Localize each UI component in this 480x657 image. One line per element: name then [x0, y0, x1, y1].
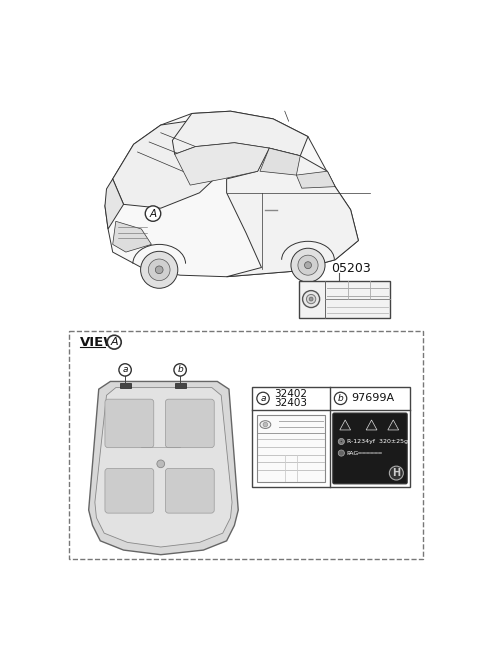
Polygon shape	[113, 119, 238, 208]
Polygon shape	[172, 111, 308, 156]
Text: VIEW: VIEW	[80, 336, 119, 349]
Circle shape	[156, 266, 163, 274]
FancyBboxPatch shape	[252, 387, 410, 487]
Circle shape	[291, 248, 325, 282]
Circle shape	[257, 392, 269, 405]
Text: R-1234yf  320±25g: R-1234yf 320±25g	[347, 439, 408, 444]
FancyBboxPatch shape	[166, 399, 214, 447]
Text: b: b	[177, 365, 183, 374]
Circle shape	[389, 466, 403, 480]
Circle shape	[304, 261, 312, 269]
Text: A: A	[110, 337, 118, 347]
FancyBboxPatch shape	[333, 413, 407, 484]
Polygon shape	[340, 420, 350, 430]
Text: a: a	[122, 365, 128, 374]
Ellipse shape	[260, 420, 271, 428]
Polygon shape	[95, 388, 232, 547]
FancyBboxPatch shape	[105, 468, 154, 513]
Circle shape	[174, 364, 186, 376]
Text: 32403: 32403	[274, 398, 307, 408]
Text: 05203: 05203	[331, 262, 371, 275]
Circle shape	[157, 460, 165, 468]
Polygon shape	[175, 143, 269, 185]
Text: a: a	[260, 394, 266, 403]
Circle shape	[107, 335, 121, 349]
Polygon shape	[296, 171, 335, 188]
Polygon shape	[105, 179, 123, 229]
Circle shape	[298, 255, 318, 275]
Circle shape	[335, 392, 347, 405]
Circle shape	[338, 450, 345, 456]
Circle shape	[141, 252, 178, 288]
Polygon shape	[113, 221, 152, 252]
Circle shape	[338, 438, 345, 445]
Circle shape	[148, 259, 170, 281]
Polygon shape	[388, 420, 399, 430]
FancyBboxPatch shape	[175, 383, 186, 388]
Circle shape	[340, 440, 343, 443]
Polygon shape	[366, 420, 377, 430]
Circle shape	[309, 297, 313, 301]
Polygon shape	[89, 382, 238, 555]
Text: 32402: 32402	[274, 389, 307, 399]
Polygon shape	[227, 148, 359, 277]
Text: 97699A: 97699A	[351, 394, 395, 403]
Text: b: b	[337, 394, 343, 403]
Circle shape	[263, 422, 268, 427]
Text: H: H	[392, 468, 400, 478]
Circle shape	[145, 206, 161, 221]
Text: PAG: PAG	[347, 451, 359, 455]
FancyBboxPatch shape	[166, 468, 214, 513]
Polygon shape	[105, 111, 359, 277]
Circle shape	[119, 364, 132, 376]
Circle shape	[302, 290, 320, 307]
Text: A: A	[149, 208, 156, 219]
FancyBboxPatch shape	[299, 281, 390, 317]
FancyBboxPatch shape	[105, 399, 154, 447]
Polygon shape	[260, 148, 300, 175]
FancyBboxPatch shape	[257, 415, 325, 482]
Circle shape	[306, 294, 316, 304]
FancyBboxPatch shape	[120, 383, 131, 388]
